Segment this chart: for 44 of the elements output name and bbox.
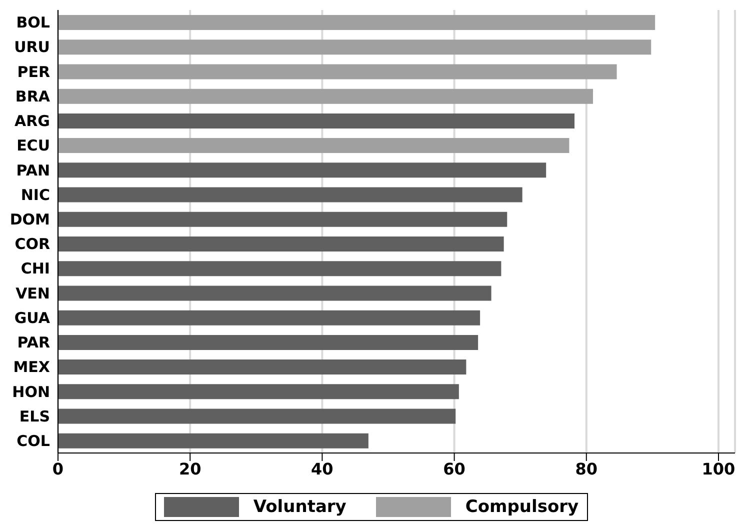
y-tick-label: URU <box>14 38 50 56</box>
bar <box>58 261 502 276</box>
bar <box>58 187 522 202</box>
y-tick-label: NIC <box>20 186 50 204</box>
y-tick-label: DOM <box>10 210 50 229</box>
y-tick-label: PAN <box>16 161 50 180</box>
bar <box>58 334 478 350</box>
y-tick-label: ELS <box>19 407 50 426</box>
y-tick-label: COR <box>14 235 50 254</box>
y-tick-label: ARG <box>14 112 50 130</box>
bar <box>58 236 504 252</box>
x-tick-label: 0 <box>52 459 64 478</box>
x-tick-label: 80 <box>575 459 598 478</box>
y-tick-label: PER <box>17 62 50 81</box>
y-tick-label: HON <box>12 382 50 401</box>
legend-label: Voluntary <box>253 497 346 517</box>
y-tick-label: PAR <box>17 334 50 352</box>
bar <box>58 360 466 375</box>
bar <box>58 15 656 30</box>
bar <box>58 162 546 178</box>
bar <box>58 40 652 55</box>
bar <box>58 138 570 154</box>
bar <box>58 310 480 326</box>
bar <box>58 433 368 448</box>
x-tick-label: 60 <box>443 459 466 478</box>
bar <box>58 408 456 424</box>
bar <box>58 384 459 400</box>
x-tick-label: 40 <box>311 459 334 478</box>
bar <box>58 212 508 227</box>
bar <box>58 64 617 80</box>
legend-label: Compulsory <box>465 497 579 517</box>
y-tick-label: CHI <box>20 260 50 278</box>
bar <box>58 88 593 104</box>
y-tick-label: MEX <box>13 358 50 376</box>
y-tick-label: GUA <box>14 308 50 327</box>
x-tick-label: 100 <box>702 459 736 478</box>
bar <box>58 286 492 301</box>
bar <box>58 113 574 128</box>
y-tick-label: BRA <box>15 87 50 106</box>
y-tick-label: COL <box>16 432 50 450</box>
y-tick-label: BOL <box>16 14 50 32</box>
x-tick-label: 20 <box>178 459 202 478</box>
y-tick-label: ECU <box>16 136 50 155</box>
y-tick-label: VEN <box>16 284 50 302</box>
